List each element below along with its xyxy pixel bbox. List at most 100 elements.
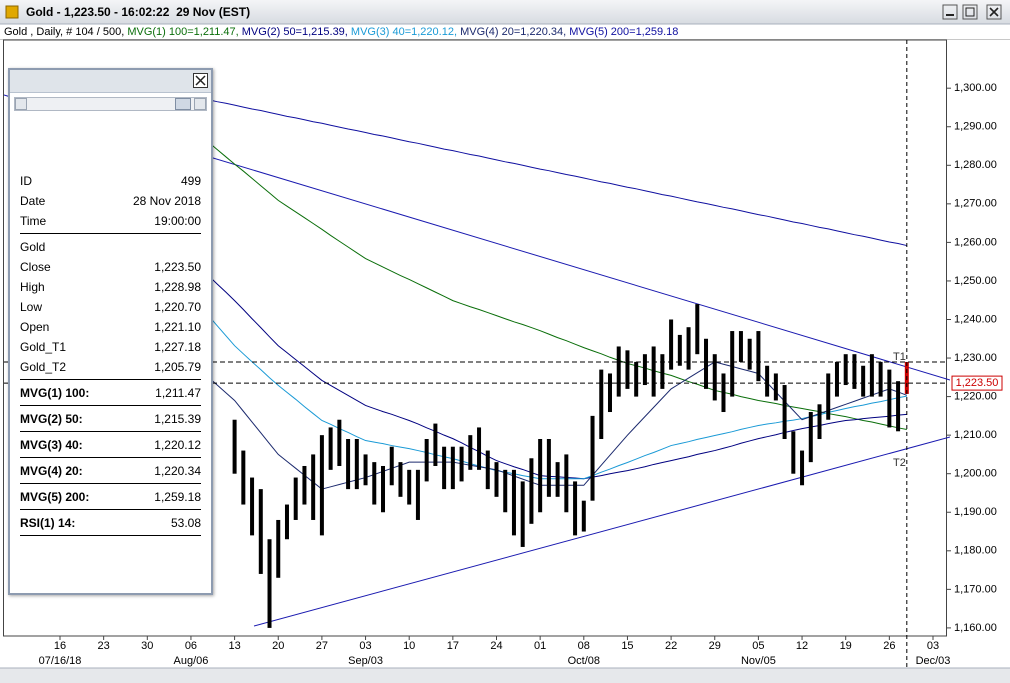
price-bar [415, 469, 420, 520]
dw-label: Gold_T1 [20, 340, 67, 354]
price-bar [756, 331, 761, 382]
price-bar [302, 465, 307, 505]
minimize-button[interactable] [942, 4, 958, 20]
price-bar [241, 450, 246, 505]
price-bar [363, 454, 368, 486]
price-bar [721, 373, 726, 413]
y-tick-label: 1,210.00 [954, 429, 997, 441]
y-tick-label: 1,280.00 [954, 159, 997, 171]
price-bar [328, 427, 333, 470]
ma-line [208, 99, 907, 247]
data-window-rows: ID 499 Date 28 Nov 2018 Time 19:00:00 Gold Clos… [20, 168, 201, 536]
legend-header: Gold , Daily, # 104 / 500, [4, 26, 127, 38]
x-tick-label: 23 [98, 640, 110, 652]
price-bar [826, 373, 831, 420]
price-bar [407, 469, 412, 505]
dw-row: Time 19:00:00 [20, 211, 201, 231]
legend-entry: MVG(4) 20=1,220.34, [460, 26, 569, 38]
dw-row: Date 28 Nov 2018 [20, 191, 201, 211]
price-bar [573, 481, 578, 536]
dw-section: RSI(1) 14: 53.08 [20, 510, 201, 536]
dw-section: MVG(3) 40: 1,220.12 [20, 432, 201, 458]
price-bar [695, 304, 700, 355]
dw-label: Low [20, 300, 43, 314]
price-bar [712, 354, 717, 401]
dw-section: MVG(5) 200: 1,259.18 [20, 484, 201, 510]
dw-label: Date [20, 194, 46, 208]
restore-icon [965, 7, 975, 17]
price-bar [834, 361, 839, 397]
y-tick-label: 1,190.00 [954, 506, 997, 518]
dw-section: MVG(2) 50: 1,215.39 [20, 406, 201, 432]
dw-value: 53.08 [170, 516, 201, 530]
legend-entry: MVG(3) 40=1,220.12, [351, 26, 460, 38]
dw-row: ID 499 [20, 171, 201, 191]
price-bar [398, 462, 403, 497]
x-tick-label: 19 [840, 640, 852, 652]
price-bar [381, 465, 386, 513]
dw-value: 1,220.34 [154, 464, 201, 478]
price-bar [808, 412, 813, 463]
x-tick-label: 22 [665, 640, 677, 652]
period-label: 07/16/18 [39, 655, 82, 667]
price-bar [704, 338, 709, 389]
scroll-left[interactable] [15, 98, 27, 110]
close-button[interactable] [986, 4, 1002, 20]
price-bar [511, 469, 516, 536]
dw-value: 1,215.39 [154, 412, 201, 426]
x-tick-label: 30 [141, 640, 153, 652]
x-tick-label: 12 [796, 640, 808, 652]
legend: Gold , Daily, # 104 / 500, MVG(1) 100=1,… [4, 26, 678, 38]
price-bar [730, 331, 735, 397]
price-bar [284, 504, 289, 540]
x-tick-label: 06 [185, 640, 197, 652]
y-tick-label: 1,200.00 [954, 468, 997, 480]
dw-value: 499 [180, 174, 201, 188]
y-tick-label: 1,290.00 [954, 121, 997, 133]
price-bar [372, 462, 377, 505]
scroll-right[interactable] [194, 98, 206, 110]
price-bar [450, 446, 455, 490]
price-bar [669, 319, 674, 370]
price-bar [494, 462, 499, 497]
dw-label: Close [20, 260, 51, 274]
y-tick-label: 1,250.00 [954, 275, 997, 287]
legend-entry: MVG(1) 100=1,211.47, [127, 26, 241, 38]
period-label: Nov/05 [741, 655, 776, 667]
price-bar [555, 462, 560, 497]
restore-button[interactable] [962, 4, 978, 20]
price-bar [677, 334, 682, 366]
dw-label: RSI(1) 14: [20, 516, 76, 530]
y-tick-label: 1,160.00 [954, 622, 997, 634]
price-bar [599, 369, 604, 440]
dw-value: 28 Nov 2018 [132, 194, 201, 208]
y-tick-label: 1,260.00 [954, 236, 997, 248]
price-bar [520, 481, 525, 547]
title-bar [0, 0, 1010, 24]
x-tick-label: 17 [447, 640, 459, 652]
price-bar [485, 450, 490, 490]
price-bar [896, 381, 901, 432]
x-tick-label: 20 [272, 640, 284, 652]
dw-row: Low 1,220.70 [20, 297, 201, 317]
period-label: Aug/06 [174, 655, 209, 667]
data-window: ID 499 Date 28 Nov 2018 Time 19:00:00 Gold Clos… [8, 68, 213, 595]
window-icon [5, 5, 19, 19]
scroll-thumb[interactable] [175, 98, 191, 110]
dw-row: Gold [20, 237, 201, 257]
price-bar [861, 365, 866, 397]
window-buttons[interactable] [942, 4, 1002, 20]
data-window-close[interactable] [193, 73, 208, 88]
dw-label: MVG(2) 50: [20, 412, 83, 426]
x-tick-label: 08 [578, 640, 590, 652]
dw-label: MVG(3) 40: [20, 438, 83, 452]
plot-frame [3, 39, 947, 637]
price-bar [738, 331, 743, 362]
trend-label: T1 [893, 351, 906, 363]
x-tick-label: 05 [752, 640, 764, 652]
close-icon [989, 7, 999, 17]
price-bar [651, 346, 656, 397]
x-tick-label: 16 [54, 640, 66, 652]
scrollbar[interactable] [14, 97, 207, 111]
price-bar [791, 431, 796, 474]
